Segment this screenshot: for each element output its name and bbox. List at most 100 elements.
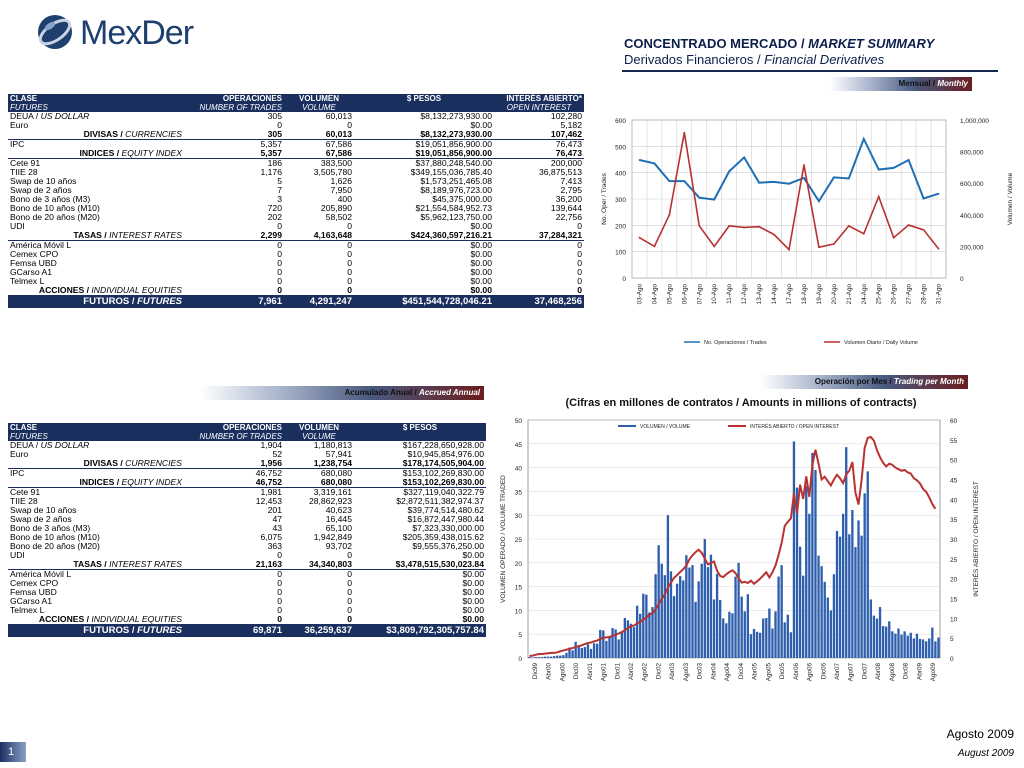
volume-bar: [645, 594, 648, 658]
row-label: TASAS / INTEREST RATES: [8, 231, 184, 241]
volume-bar: [802, 575, 805, 658]
volume-bar: [712, 599, 716, 658]
cell-operaciones: 6,075: [260, 532, 282, 542]
y2-tick-label: 1,000,000: [960, 118, 989, 125]
table-header-row: CLASE OPERACIONES VOLUMEN $ PESOS INTERÉS AB…: [8, 94, 584, 103]
table-row: Swap de 10 años 201 40,623 $39,774,514,480.…: [8, 506, 486, 515]
series-point-0: [773, 180, 775, 183]
volume-bar: [540, 657, 544, 658]
x-tick-label: Abr02: [628, 663, 635, 680]
table-row: Telmex L 0 0 $0.00 0: [8, 277, 584, 286]
volume-bar: [635, 605, 639, 658]
monthly-banner-en: Monthly: [937, 79, 968, 88]
row-label-es: FUTUROS: [83, 296, 130, 307]
legend-label-trades: No. Operaciones / Trades: [704, 340, 767, 346]
row-label: Swap de 2 años: [8, 515, 184, 524]
row-label: Swap de 10 años: [8, 177, 184, 186]
volume-bar: [697, 581, 700, 658]
row-label-es: FUTUROS: [83, 625, 130, 636]
cell-operaciones: 69,871: [184, 624, 284, 637]
cell-interes-abierto: 76,473: [494, 149, 584, 159]
cell-pesos: $0.00: [462, 569, 484, 579]
row-label-es: Telmex L: [10, 276, 45, 286]
volume-bar: [528, 657, 531, 658]
cell-operaciones: 0: [277, 258, 282, 268]
cell-volumen: 0: [347, 120, 352, 130]
table-row: Cemex CPO 0 0 $0.00 0: [8, 250, 584, 259]
row-label: UDI: [8, 222, 184, 231]
volume-bar: [592, 643, 596, 658]
cell-operaciones: 47: [272, 514, 282, 524]
annual-summary-table: CLASE OPERACIONES VOLUMEN $ PESOS FUTURES NUM…: [8, 423, 486, 637]
y-axis-label: No. Oper / Trades: [601, 172, 608, 224]
row-label-en: CURRENCIES: [125, 458, 182, 468]
volume-bar: [629, 623, 633, 658]
cell-pesos: $327,119,040,322.79: [403, 487, 484, 497]
y2-tick-label: 0: [960, 276, 964, 283]
row-label: TIIE 28: [8, 497, 184, 506]
row-label-es: Bono de 10 años (M10): [10, 203, 100, 213]
cell-volumen: 16,445: [325, 514, 352, 524]
trading-banner-es: Operación por Mes /: [814, 377, 894, 386]
volume-bar: [725, 623, 728, 658]
cell-operaciones: 5,357: [184, 149, 284, 159]
cell-pesos: $0.00: [470, 276, 492, 286]
volume-bar: [835, 530, 839, 658]
cell-pesos: $0.00: [354, 615, 486, 625]
series-point-1: [713, 245, 716, 248]
cell-operaciones: 46,752: [184, 478, 284, 488]
cell-operaciones: 1,956: [184, 459, 284, 469]
table-row: Cete 91 186 383,500 $37,880,248,540.00 200,0…: [8, 159, 584, 169]
cell-volumen: 0: [347, 605, 352, 615]
table-row: TIIE 28 1,176 3,505,780 $349,155,036,785.40…: [8, 168, 584, 177]
cell-volumen: 60,013: [284, 130, 354, 140]
annual-banner: Acumulado Anual / Accrued Annual: [200, 386, 484, 400]
row-label: GCarso A1: [8, 597, 184, 606]
volume-bar: [885, 626, 888, 658]
row-label-es: Euro: [10, 120, 29, 130]
row-label: Cemex CPO: [8, 579, 184, 588]
volume-bar: [780, 565, 783, 658]
volume-bar: [798, 546, 802, 658]
volume-bar: [694, 601, 697, 658]
cell-pesos: $205,359,438,015.62: [402, 532, 484, 542]
y2-tick-label: 0: [950, 656, 954, 663]
y-tick-label: 35: [515, 489, 523, 496]
cell-pesos: $3,478,515,530,023.84: [354, 560, 486, 570]
header-open-interest: OPEN INTEREST: [494, 103, 584, 112]
cell-volumen: 1,626: [330, 176, 352, 186]
cell-volumen: 67,586: [325, 139, 352, 149]
volume-bar: [832, 574, 836, 658]
cell-operaciones: 0: [277, 221, 282, 231]
volume-bar: [909, 632, 912, 658]
y2-axis-label: Volumen / Volume: [1007, 172, 1014, 225]
page-title-en: MARKET SUMMARY: [808, 36, 935, 51]
volume-bar: [737, 562, 740, 658]
table-header-row-en: FUTURES NUMBER OF TRADES VOLUME OPEN INTERE…: [8, 103, 584, 112]
cell-volumen: 205,890: [320, 203, 352, 213]
row-label: Cete 91: [8, 159, 184, 169]
row-label: DEUA / US DOLLAR: [10, 111, 90, 121]
volume-bar: [688, 567, 691, 658]
table-row: Bono de 3 años (M3) 3 400 $45,375,000.00 36,…: [8, 195, 584, 204]
row-label-es: Bono de 10 años (M10): [10, 532, 100, 542]
page-subtitle-en: Financial Derivatives: [764, 52, 885, 67]
cell-interes-abierto: 36,875,513: [538, 167, 582, 177]
subtotal-row: DIVISAS / CURRENCIES 305 60,013 $8,132,273,…: [8, 130, 584, 140]
volume-bar: [669, 571, 673, 658]
y2-tick-label: 40: [950, 497, 958, 504]
volume-bar: [811, 452, 814, 658]
report-date-es: Agosto 2009: [946, 727, 1014, 741]
table-row: GCarso A1 0 0 $0.00: [8, 597, 486, 606]
x-tick-label: Abr00: [546, 663, 553, 680]
cell-operaciones: 3: [277, 194, 282, 204]
x-tick-label: Ago08: [889, 663, 896, 682]
row-label: Cemex CPO: [8, 250, 184, 259]
annual-banner-en: Accrued Annual: [418, 388, 480, 397]
volume-bar: [632, 627, 636, 658]
cell-operaciones: 186: [267, 158, 282, 168]
cell-volumen: 28,862,923: [308, 496, 352, 506]
volume-bar: [860, 535, 863, 658]
row-label-es: TIIE 28: [10, 167, 38, 177]
legend-label-volume: Volumen Diario / Daily Volume: [844, 340, 918, 346]
